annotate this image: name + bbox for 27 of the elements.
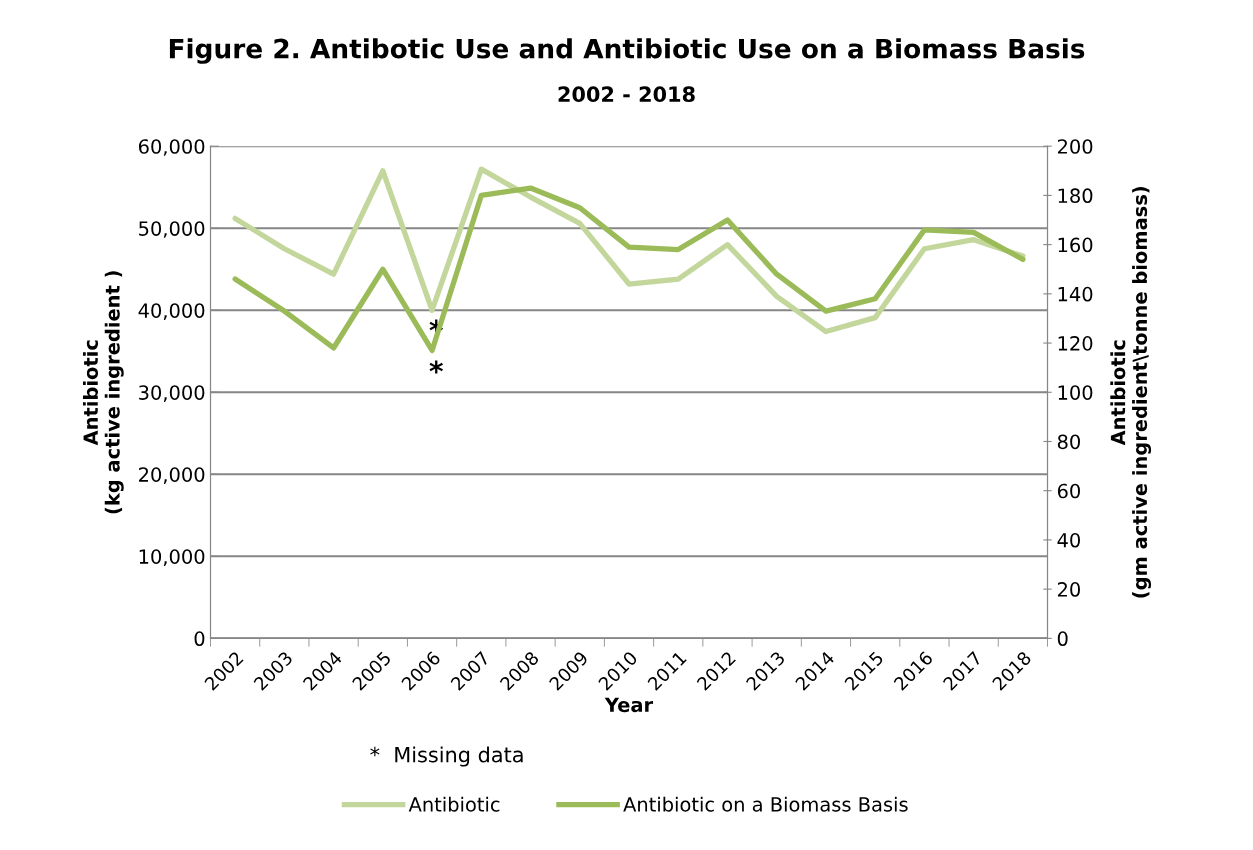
y-tick-label: 30,000: [139, 385, 205, 402]
y2-axis-title: Antibiotic (gm active ingredient\tonne biomass): [1110, 186, 1152, 598]
y2-tick-label: 100: [1058, 385, 1093, 400]
y2-tick-label: 20: [1057, 582, 1080, 597]
y-tick-label: 40,000: [138, 303, 205, 320]
legend-label: Antibiotic on a Biomass Basis: [623, 796, 908, 812]
y2-tick-label: 60: [1057, 483, 1080, 499]
y2-tick-label: 140: [1058, 286, 1093, 302]
y2-tick-label: 160: [1058, 237, 1093, 253]
y-tick-label: 0: [194, 631, 205, 647]
chart-title: Figure 2. Antibotic Use and Antibiotic Use on a Biomass Basis: [169, 38, 1085, 64]
y-tick-label: 10,000: [139, 549, 205, 566]
chart-subtitle: 2002 - 2018: [558, 86, 695, 103]
annotation: *: [429, 360, 443, 374]
text: * Missing data: [370, 746, 523, 767]
y2-tick-label: 40: [1057, 532, 1080, 548]
y-tick-label: 60,000: [138, 139, 205, 156]
y-tick-label: 50,000: [139, 221, 205, 238]
y2-tick-label: 0: [1057, 631, 1068, 647]
legend-label: Antibiotic: [408, 796, 500, 812]
y-axis-title: Antibiotic (kg active ingredient ): [82, 271, 124, 514]
y2-tick-label: 80: [1057, 434, 1080, 450]
y2-tick-label: 120: [1058, 336, 1093, 351]
x-axis-title: Year: [604, 697, 654, 713]
y-tick-label: 20,000: [139, 467, 205, 484]
y2-tick-label: 180: [1058, 188, 1093, 204]
y2-tick-label: 200: [1057, 139, 1093, 154]
